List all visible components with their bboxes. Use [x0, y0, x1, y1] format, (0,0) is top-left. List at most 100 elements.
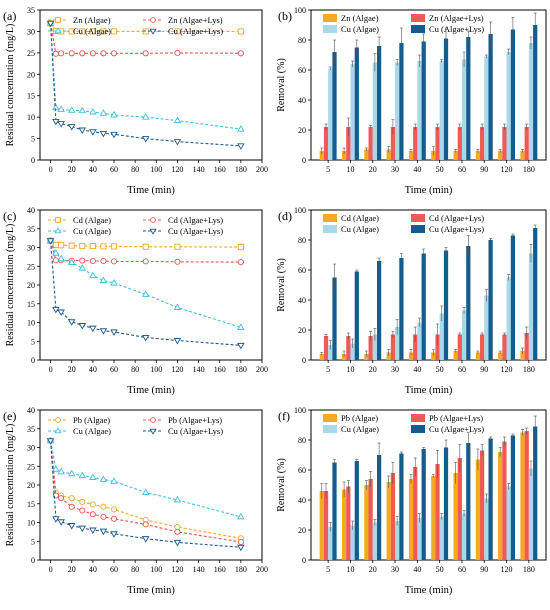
- x-tick-label: 200: [256, 365, 268, 374]
- data-point: [67, 106, 76, 113]
- bar: [332, 462, 337, 560]
- y-tick-label: 20: [27, 281, 35, 290]
- legend-swatch: [411, 414, 425, 422]
- bar: [443, 38, 449, 160]
- y-tick-label: 80: [298, 36, 306, 45]
- bar: [461, 513, 467, 560]
- x-tick-label: 10: [346, 365, 354, 374]
- bar: [466, 246, 471, 360]
- legend-item: Cu (Algae): [323, 24, 379, 34]
- data-point: [78, 525, 87, 533]
- legend-label: Cu (Algae+Lys): [168, 426, 223, 436]
- bar: [323, 336, 329, 360]
- y-tick-label: 20: [298, 526, 306, 535]
- data-point: [46, 238, 55, 245]
- data-point: [52, 306, 60, 314]
- x-tick-label: 20: [68, 365, 76, 374]
- data-point: [52, 257, 59, 264]
- bar: [475, 352, 481, 360]
- x-tick-label: 5: [326, 365, 330, 374]
- x-tick-label: 40: [413, 365, 421, 374]
- x-tick-label: 20: [369, 365, 377, 374]
- legend-item: Cu (Algae): [48, 226, 111, 236]
- bar: [386, 352, 391, 360]
- y-tick-label: 40: [27, 406, 35, 415]
- legend-label: Zn (Algae): [73, 15, 111, 25]
- legend-swatch: [323, 414, 337, 422]
- bar: [498, 452, 503, 560]
- x-tick-label: 180: [235, 165, 247, 174]
- x-axis-label: Time (min): [127, 585, 175, 596]
- data-point: [79, 498, 86, 505]
- data-point: [150, 17, 156, 23]
- bar: [413, 467, 418, 560]
- data-point: [57, 519, 65, 526]
- data-point: [173, 496, 182, 503]
- data-point: [150, 217, 156, 223]
- data-point: [99, 328, 108, 335]
- x-tick-label: 0: [49, 365, 53, 374]
- x-tick-label: 200: [256, 165, 268, 174]
- data-point: [99, 475, 108, 482]
- y-axis-label: Removal (%): [276, 258, 287, 312]
- x-tick-label: 60: [458, 365, 466, 374]
- bar: [443, 447, 449, 560]
- legend-swatch: [411, 425, 425, 433]
- bar: [488, 438, 493, 560]
- data-point: [68, 50, 75, 57]
- chart-panel-b: (b) Time (min) Removal (%) 0 20 40 60 80 100 5 10 2…: [276, 6, 547, 196]
- bar: [417, 61, 422, 160]
- series-line: [50, 23, 241, 147]
- legend-label: Cu (Algae): [73, 426, 111, 436]
- chart-panel-e: (e) Time (min) Residual concentration (mg/…: [3, 406, 268, 596]
- x-tick-label: 10: [346, 565, 354, 574]
- data-point: [142, 50, 149, 57]
- bar: [453, 351, 458, 360]
- bar: [457, 458, 462, 560]
- bar: [435, 127, 440, 160]
- x-tick-label: 120: [501, 365, 513, 374]
- data-point: [89, 257, 96, 265]
- y-tick-label: 60: [298, 466, 306, 475]
- legend-label: Cu (Algae+Lys): [168, 226, 223, 236]
- bar: [480, 450, 485, 560]
- data-point: [54, 227, 62, 234]
- bar: [484, 498, 489, 560]
- y-tick-label: 5: [31, 337, 35, 346]
- bar: [453, 151, 458, 160]
- x-tick-label: 120: [501, 165, 513, 174]
- x-axis-label: Time (min): [127, 185, 175, 196]
- data-point: [237, 259, 244, 266]
- data-point: [141, 536, 150, 543]
- y-tick-label: 40: [298, 96, 306, 105]
- data-point: [79, 28, 86, 35]
- y-axis-label: Removal (%): [276, 58, 287, 112]
- data-point: [52, 118, 60, 126]
- y-tick-label: 40: [298, 496, 306, 505]
- data-point: [89, 50, 96, 57]
- legend-item: Cd (Algae+Lys): [411, 213, 484, 223]
- x-tick-label: 180: [235, 565, 247, 574]
- bar: [466, 37, 471, 160]
- x-tick-label: 90: [480, 165, 488, 174]
- x-tick-label: 160: [214, 165, 226, 174]
- bar: [328, 527, 333, 560]
- bar: [435, 334, 440, 360]
- bar: [376, 46, 382, 160]
- data-point: [58, 495, 65, 502]
- data-point: [54, 427, 62, 434]
- data-point: [57, 254, 65, 262]
- data-point: [173, 116, 182, 124]
- bar: [319, 354, 324, 360]
- data-point: [89, 511, 96, 518]
- y-tick-label: 20: [27, 481, 35, 490]
- y-tick-label: 80: [298, 436, 306, 445]
- plot-frame: [310, 9, 547, 161]
- x-axis-label: Time (min): [405, 185, 453, 196]
- legend-swatch: [411, 25, 425, 33]
- data-point: [67, 319, 76, 326]
- bar: [457, 334, 462, 360]
- data-point: [79, 507, 86, 514]
- x-tick-label: 20: [369, 565, 377, 574]
- bar: [354, 47, 359, 160]
